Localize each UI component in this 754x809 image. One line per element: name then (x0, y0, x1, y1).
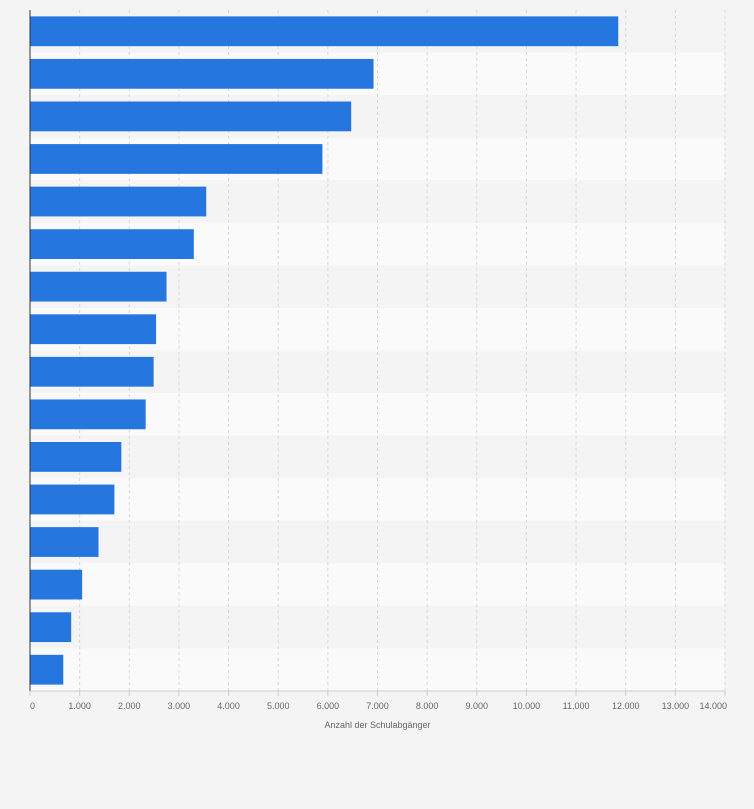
bar[interactable] (30, 356, 154, 387)
bar[interactable] (30, 399, 146, 430)
bars (30, 16, 619, 685)
bar[interactable] (30, 654, 64, 685)
x-tick-label: 2.000 (118, 701, 141, 711)
x-tick-label: 3.000 (168, 701, 191, 711)
bar[interactable] (30, 527, 99, 557)
x-tick-label: 4.000 (217, 701, 240, 711)
x-tick-label: 5.000 (267, 701, 290, 711)
bar[interactable] (30, 569, 83, 600)
bar[interactable] (30, 612, 72, 643)
bar[interactable] (30, 271, 167, 302)
x-tick-label: 10.000 (513, 701, 541, 711)
bar[interactable] (30, 101, 352, 132)
x-tick-label: 9.000 (466, 701, 489, 711)
bar[interactable] (30, 442, 122, 472)
x-tick-label: 0 (30, 701, 35, 711)
x-axis-title: Anzahl der Schulabgänger (324, 720, 430, 730)
bar[interactable] (30, 314, 157, 345)
bar[interactable] (30, 144, 323, 174)
x-tick-label: 12.000 (612, 701, 640, 711)
x-tick-label: 14.000 (699, 701, 727, 711)
x-tick-label: 7.000 (366, 701, 389, 711)
bar[interactable] (30, 186, 207, 217)
x-tick-label: 13.000 (662, 701, 690, 711)
bar[interactable] (30, 58, 374, 89)
bar[interactable] (30, 484, 115, 515)
bar[interactable] (30, 229, 194, 259)
x-tick-label: 6.000 (317, 701, 340, 711)
x-tick-label: 11.000 (563, 701, 590, 711)
bar[interactable] (30, 16, 619, 47)
x-tick-label: 1.000 (68, 701, 91, 711)
x-tick-labels: 0 1.000 2.000 3.000 4.000 5.000 6.000 7.000 8.00… (29, 691, 727, 711)
x-tick-label: 8.000 (416, 701, 439, 711)
